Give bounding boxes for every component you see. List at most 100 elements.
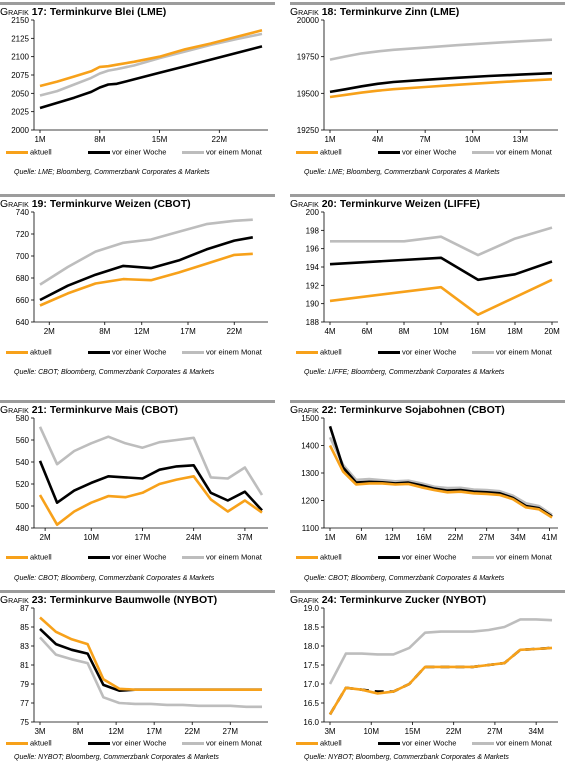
- x-tick-label: 12M: [108, 727, 124, 736]
- x-tick-label: 10M: [465, 135, 481, 144]
- y-tick-label: 2025: [11, 108, 29, 117]
- x-tick-label: 34M: [528, 727, 544, 736]
- chart-plot: 1100 1200 1300 1400 1500 1M 6M 12M 16M 22M 27M 34M 4…: [301, 414, 558, 542]
- x-tick-label: 22M: [184, 727, 200, 736]
- chart-title-text: Terminkurve Baumwolle (NYBOT): [49, 594, 218, 606]
- panel-rule: [0, 590, 275, 593]
- chart-plot: 188 190 192 194 196 198 200 4M 6M 8M 10M 16M 18M 20M: [306, 208, 560, 336]
- y-tick-label: 540: [16, 458, 30, 467]
- x-tick-label: 15M: [405, 727, 421, 736]
- x-tick-label: 3M: [34, 727, 45, 736]
- x-tick-label: 22M: [226, 327, 242, 336]
- chart-title-prefix: Grafik: [290, 404, 319, 416]
- x-tick-label: 34M: [510, 533, 526, 542]
- legend-item: vor einer Woche: [378, 347, 456, 357]
- x-tick-label: 27M: [223, 727, 239, 736]
- chart-title: Grafik 21: Terminkurve Mais (CBOT): [0, 404, 178, 416]
- series-line-aktuell: [39, 29, 263, 88]
- chart-source: Quelle: LME; Bloomberg, Commerzbank Corp…: [14, 169, 210, 176]
- chart-source: Quelle: CBOT; Bloomberg, Commerzbank Cor…: [14, 575, 215, 582]
- legend-label: vor einem Monat: [206, 147, 262, 157]
- x-tick-label: 10M: [363, 727, 379, 736]
- legend-label: vor einem Monat: [206, 738, 262, 748]
- y-tick-label: 18.5: [303, 623, 319, 632]
- legend-swatch: [378, 555, 400, 559]
- legend-swatch: [6, 555, 28, 559]
- y-tick-label: 680: [16, 274, 30, 283]
- legend-label: aktuell: [320, 552, 342, 562]
- chart-legend: aktuell vor einer Woche vor einem Monat: [6, 347, 274, 359]
- panel-rule: [290, 194, 565, 197]
- legend-item: aktuell: [296, 552, 342, 562]
- series-line-vor-einer-woche: [38, 460, 263, 512]
- chart-legend: aktuell vor einer Woche vor einem Monat: [6, 552, 274, 564]
- chart-title-prefix: Grafik: [290, 198, 319, 210]
- legend-swatch: [88, 150, 110, 154]
- x-tick-label: 20M: [544, 327, 560, 336]
- y-tick-label: 188: [306, 318, 320, 327]
- legend-swatch: [378, 741, 400, 745]
- chart-source: Quelle: CBOT; Bloomberg, Commerzbank Cor…: [14, 369, 215, 376]
- legend-label: aktuell: [30, 738, 52, 748]
- x-tick-label: 6M: [356, 533, 367, 542]
- chart-title: Grafik 19: Terminkurve Weizen (CBOT): [0, 198, 191, 210]
- y-tick-label: 77: [20, 699, 29, 708]
- legend-label: aktuell: [30, 347, 52, 357]
- legend-item: vor einer Woche: [88, 738, 166, 748]
- legend-swatch: [6, 350, 28, 354]
- legend-swatch: [6, 150, 28, 154]
- chart-title-prefix: Grafik: [0, 6, 29, 18]
- chart-title: Grafik 24: Terminkurve Zucker (NYBOT): [290, 594, 487, 606]
- x-tick-label: 27M: [487, 727, 503, 736]
- chart-title-text: Terminkurve Zinn (LME): [339, 6, 460, 18]
- x-tick-label: 7M: [420, 135, 431, 144]
- legend-item: vor einem Monat: [182, 738, 262, 748]
- chart-panel-19: Grafik 19: Terminkurve Weizen (CBOT) 640…: [0, 194, 275, 384]
- y-tick-label: 17.5: [303, 661, 319, 670]
- x-tick-label: 8M: [398, 327, 409, 336]
- chart-panel-22: Grafik 22: Terminkurve Sojabohnen (CBOT)…: [290, 400, 565, 590]
- series-line-vor-einem-monat: [328, 618, 553, 685]
- x-tick-label: 1M: [324, 135, 335, 144]
- chart-number: 18: [321, 6, 334, 18]
- y-tick-label: 200: [306, 208, 320, 217]
- chart-title-prefix: Grafik: [290, 6, 319, 18]
- panel-rule: [290, 400, 565, 403]
- y-tick-label: 198: [306, 226, 320, 235]
- legend-label: aktuell: [30, 552, 52, 562]
- legend-label: aktuell: [320, 347, 342, 357]
- legend-label: vor einer Woche: [402, 147, 457, 157]
- legend-label: vor einer Woche: [112, 738, 167, 748]
- y-tick-label: 700: [16, 252, 30, 261]
- x-tick-label: 2M: [44, 327, 55, 336]
- legend-label: vor einer Woche: [402, 347, 457, 357]
- chart-number: 20: [321, 198, 334, 210]
- chart-source: Quelle: CBOT; Bloomberg, Commerzbank Cor…: [304, 575, 505, 582]
- chart-source: Quelle: NYBOT; Bloomberg, Commerzbank Co…: [304, 754, 509, 761]
- legend-swatch: [182, 350, 204, 354]
- legend-label: vor einer Woche: [402, 738, 457, 748]
- chart-plot: 19250 19500 19750 20000 1M 4M 7M 10M 13M: [297, 16, 558, 144]
- legend-item: aktuell: [6, 347, 52, 357]
- legend-item: vor einem Monat: [182, 552, 262, 562]
- legend-label: vor einer Woche: [112, 552, 167, 562]
- x-tick-label: 15M: [152, 135, 168, 144]
- chart-title-text: Terminkurve Weizen (CBOT): [49, 198, 191, 210]
- series-line-vor-einer-woche: [39, 45, 263, 110]
- legend-swatch: [378, 350, 400, 354]
- chart-plot: 75 77 79 81 83 85 87 3M 8M 12M 17M 22M 27M: [20, 604, 268, 736]
- chart-panel-23: Grafik 23: Terminkurve Baumwolle (NYBOT)…: [0, 590, 275, 780]
- legend-item: vor einem Monat: [182, 147, 262, 157]
- x-tick-label: 22M: [446, 727, 462, 736]
- y-tick-label: 196: [306, 245, 320, 254]
- legend-item: aktuell: [6, 552, 52, 562]
- chart-title-prefix: Grafik: [0, 198, 29, 210]
- series-line-vor-einer-woche: [39, 236, 254, 302]
- legend-label: vor einem Monat: [206, 552, 262, 562]
- y-tick-label: 19500: [297, 89, 320, 98]
- chart-source: Quelle: NYBOT; Bloomberg, Commerzbank Co…: [14, 754, 219, 761]
- legend-label: vor einer Woche: [402, 552, 457, 562]
- panel-rule: [0, 2, 275, 5]
- legend-label: vor einer Woche: [112, 147, 167, 157]
- legend-swatch: [472, 555, 494, 559]
